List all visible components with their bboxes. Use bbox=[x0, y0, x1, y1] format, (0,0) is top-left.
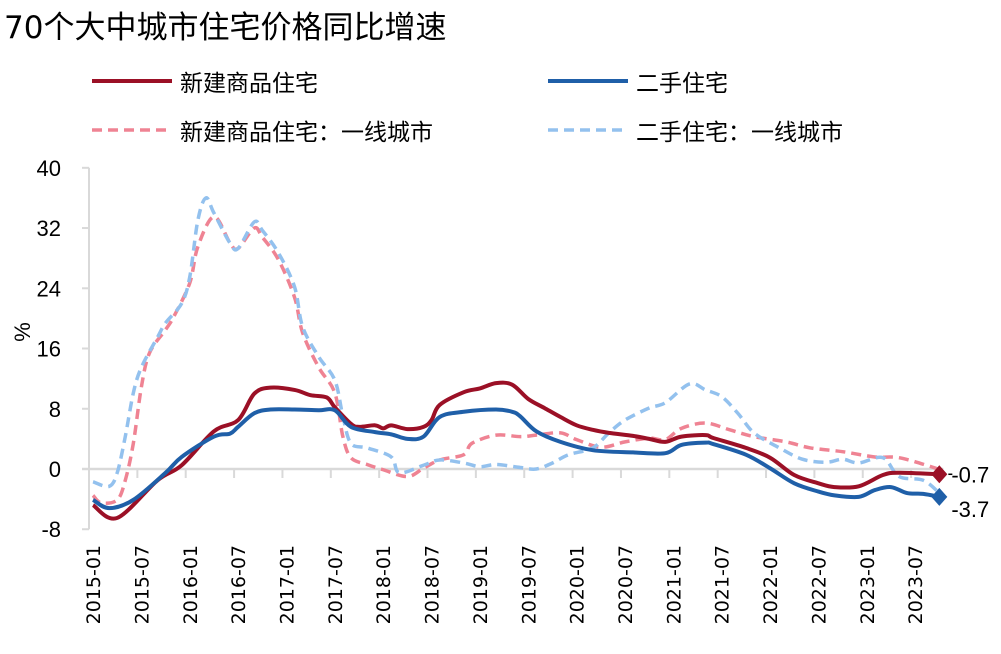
y-axis-label: % bbox=[10, 322, 35, 342]
x-tick-label: 2018-01 bbox=[373, 545, 395, 624]
x-tick-label: 2023-01 bbox=[857, 545, 879, 624]
x-tick-label: 2016-01 bbox=[180, 545, 202, 624]
x-tick-label: 2018-07 bbox=[422, 545, 444, 624]
x-tick-label: 2017-01 bbox=[276, 545, 298, 624]
series-line-1 bbox=[91, 407, 940, 511]
series-line-0 bbox=[91, 380, 940, 521]
legend-item-secondhand: 二手住宅 bbox=[548, 64, 728, 98]
x-tick-label: 2020-01 bbox=[567, 545, 589, 624]
x-tick-label: 2015-01 bbox=[83, 545, 105, 624]
x-tick-label: 2019-01 bbox=[470, 545, 492, 624]
y-tick-label: 16 bbox=[37, 337, 61, 362]
y-tick-label: 24 bbox=[37, 276, 61, 301]
legend-label: 二手住宅：一线城市 bbox=[636, 120, 843, 146]
x-tick-label: 2022-01 bbox=[760, 545, 782, 624]
x-tick-label: 2015-07 bbox=[131, 545, 153, 624]
y-tick-label: 8 bbox=[49, 397, 61, 422]
legend-label: 新建商品住宅 bbox=[180, 71, 318, 97]
end-markers: -0.7 -3.7 bbox=[931, 462, 989, 522]
axes: -8 0 8 16 24 32 40 2015-01 2015-07 2016-01 2016-07… bbox=[37, 156, 944, 624]
chart-title: 70个大中城市住宅价格同比增速 bbox=[4, 10, 447, 46]
x-tick-label: 2019-07 bbox=[518, 545, 540, 624]
y-tick-label: 0 bbox=[49, 457, 61, 482]
legend-line-dashed-lightblue bbox=[548, 128, 628, 132]
y-tick-label: -8 bbox=[41, 517, 61, 542]
y-tick-label: 40 bbox=[37, 156, 61, 181]
end-value-label: -3.7 bbox=[951, 497, 989, 522]
legend-line-solid-red bbox=[92, 79, 172, 83]
legend-line-dashed-pink bbox=[92, 128, 172, 132]
legend-label: 新建商品住宅：一线城市 bbox=[180, 120, 433, 146]
series-line-2 bbox=[91, 214, 941, 506]
x-tick-label: 2016-07 bbox=[228, 545, 250, 624]
end-value-label: -0.7 bbox=[951, 462, 989, 487]
legend-label: 二手住宅 bbox=[636, 71, 728, 97]
legend-item-new-homes-tier1: 新建商品住宅：一线城市 bbox=[92, 113, 433, 147]
series-lines bbox=[91, 196, 941, 521]
series-line-3 bbox=[92, 196, 941, 495]
end-marker-diamond bbox=[931, 487, 948, 506]
y-tick-label: 32 bbox=[37, 216, 61, 241]
x-tick-label: 2017-07 bbox=[325, 545, 347, 624]
x-tick-label: 2022-07 bbox=[808, 545, 830, 624]
x-tick-label: 2023-07 bbox=[905, 545, 927, 624]
legend-line-solid-blue bbox=[548, 79, 628, 83]
x-tick-label: 2021-01 bbox=[663, 545, 685, 624]
end-marker-diamond bbox=[931, 465, 948, 484]
x-tick-label: 2020-07 bbox=[615, 545, 637, 624]
legend-item-new-homes: 新建商品住宅 bbox=[92, 64, 318, 98]
legend-item-secondhand-tier1: 二手住宅：一线城市 bbox=[548, 113, 843, 147]
x-tick-label: 2021-07 bbox=[712, 545, 734, 624]
